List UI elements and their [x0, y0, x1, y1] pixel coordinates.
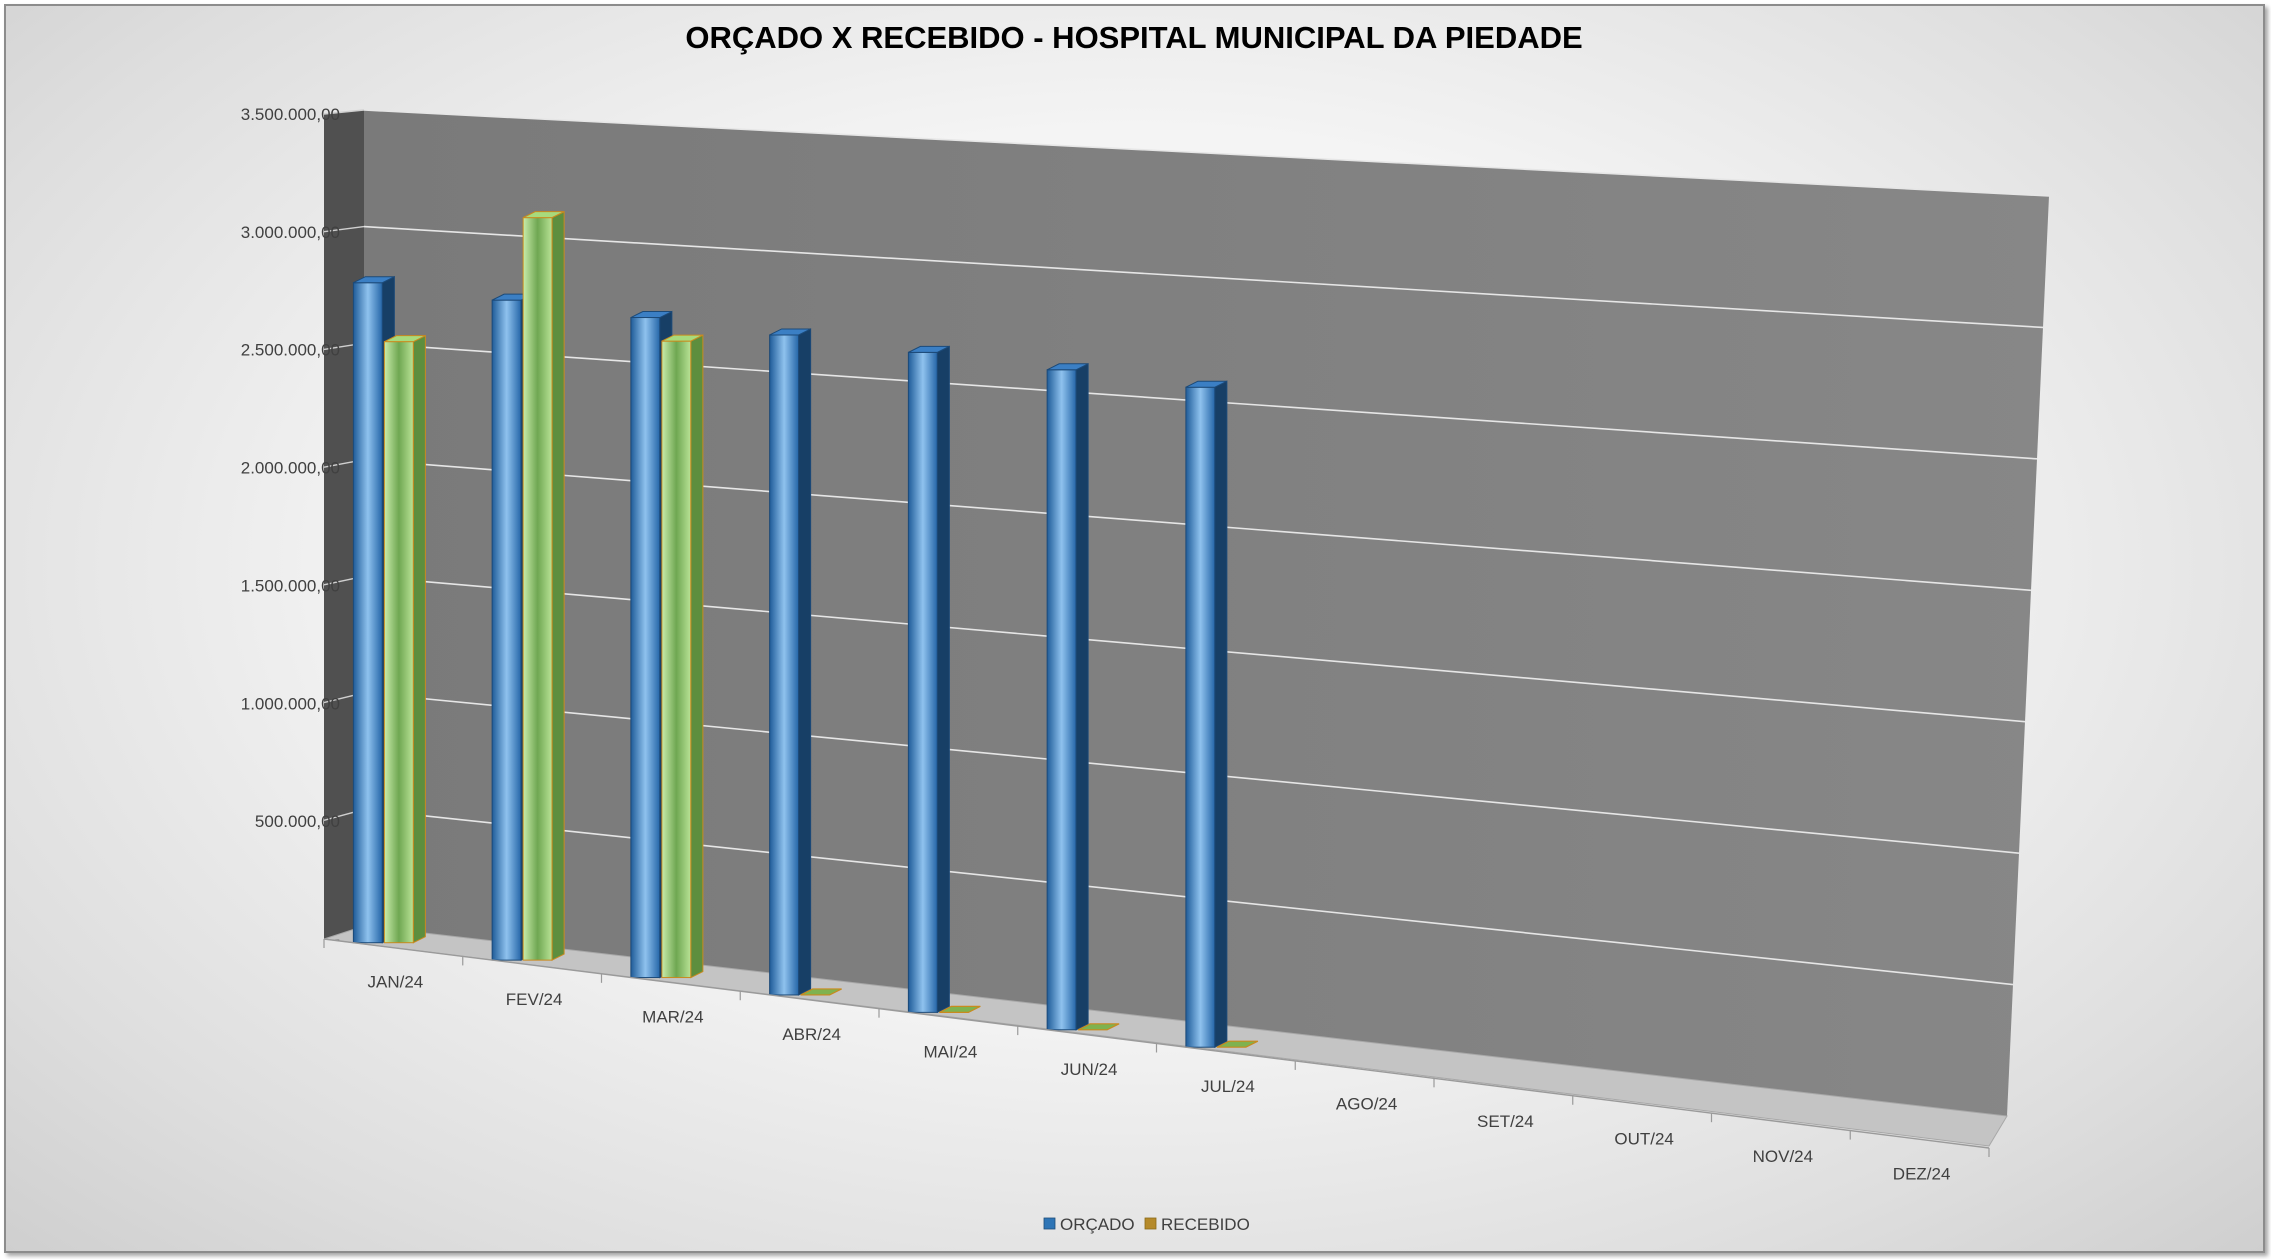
legend-label-orcado: ORÇADO	[1060, 1215, 1135, 1234]
bar-recebido-mar-24	[661, 334, 704, 979]
legend-label-recebido: RECEBIDO	[1161, 1215, 1250, 1234]
x-tick-label: DEZ/24	[1893, 1164, 1951, 1183]
x-tick-label: JAN/24	[368, 973, 424, 992]
x-tick-label: ABR/24	[782, 1025, 841, 1044]
y-axis: - 500.000,00 1.000.000,00 1.500.000,00 2.000…	[241, 105, 340, 949]
bar-orcado-abr-24	[769, 328, 812, 996]
x-tick-label: NOV/24	[1753, 1147, 1813, 1166]
bar-orcado-jun-24	[1046, 362, 1089, 1031]
legend: ORÇADO RECEBIDO	[1043, 1215, 1250, 1234]
x-tick-label: FEV/24	[506, 990, 563, 1009]
gridline-side	[323, 225, 365, 233]
chart-area: - 500.000,00 1.000.000,00 1.500.000,00 2.000…	[241, 20, 2050, 1234]
y-tick-label: 2.000.000,00	[241, 459, 340, 478]
y-tick-label: 2.500.000,00	[241, 341, 340, 360]
x-tick-label: JUL/24	[1201, 1077, 1255, 1096]
legend-swatch-orcado	[1043, 1217, 1056, 1230]
bar-recebido-jul-24	[1216, 1040, 1259, 1048]
x-tick-label: MAI/24	[923, 1042, 977, 1061]
gridline	[363, 225, 2044, 329]
y-tick-label: 500.000,00	[255, 812, 340, 831]
bar-orcado-mai-24	[907, 345, 950, 1014]
x-tick-label: MAR/24	[642, 1008, 703, 1027]
y-tick-label: 1.500.000,00	[241, 576, 340, 595]
gridline-side	[323, 109, 365, 115]
x-tick-label: OUT/24	[1614, 1129, 1674, 1148]
bar-recebido-jun-24	[1077, 1023, 1120, 1031]
legend-swatch-recebido	[1144, 1217, 1157, 1230]
bar-orcado-jul-24	[1185, 380, 1228, 1049]
x-tick-label: JUN/24	[1061, 1060, 1118, 1079]
y-tick-label: -	[334, 930, 340, 949]
x-tick-label: SET/24	[1477, 1112, 1534, 1131]
y-tick-label: 3.000.000,00	[241, 223, 340, 242]
floor	[323, 925, 2008, 1147]
bar-recebido-jan-24	[383, 334, 426, 944]
x-tick-label: AGO/24	[1336, 1095, 1397, 1114]
bar-recebido-abr-24	[800, 988, 842, 996]
x-axis: JAN/24 FEV/24 MAR/24 ABR/24 MAI/24 JUN/24 JUL/…	[323, 938, 1990, 1183]
bar-recebido-mai-24	[939, 1005, 981, 1013]
bar-recebido-fev-24	[522, 210, 565, 961]
chart-frame: - 500.000,00 1.000.000,00 1.500.000,00 2.000…	[4, 4, 2265, 1253]
gridline	[363, 109, 2050, 197]
bars	[352, 210, 1259, 1049]
y-tick-label: 3.500.000,00	[241, 105, 340, 124]
chart-title: ORÇADO X RECEBIDO - HOSPITAL MUNICIPAL D…	[685, 20, 1582, 55]
y-tick-label: 1.000.000,00	[241, 694, 340, 713]
